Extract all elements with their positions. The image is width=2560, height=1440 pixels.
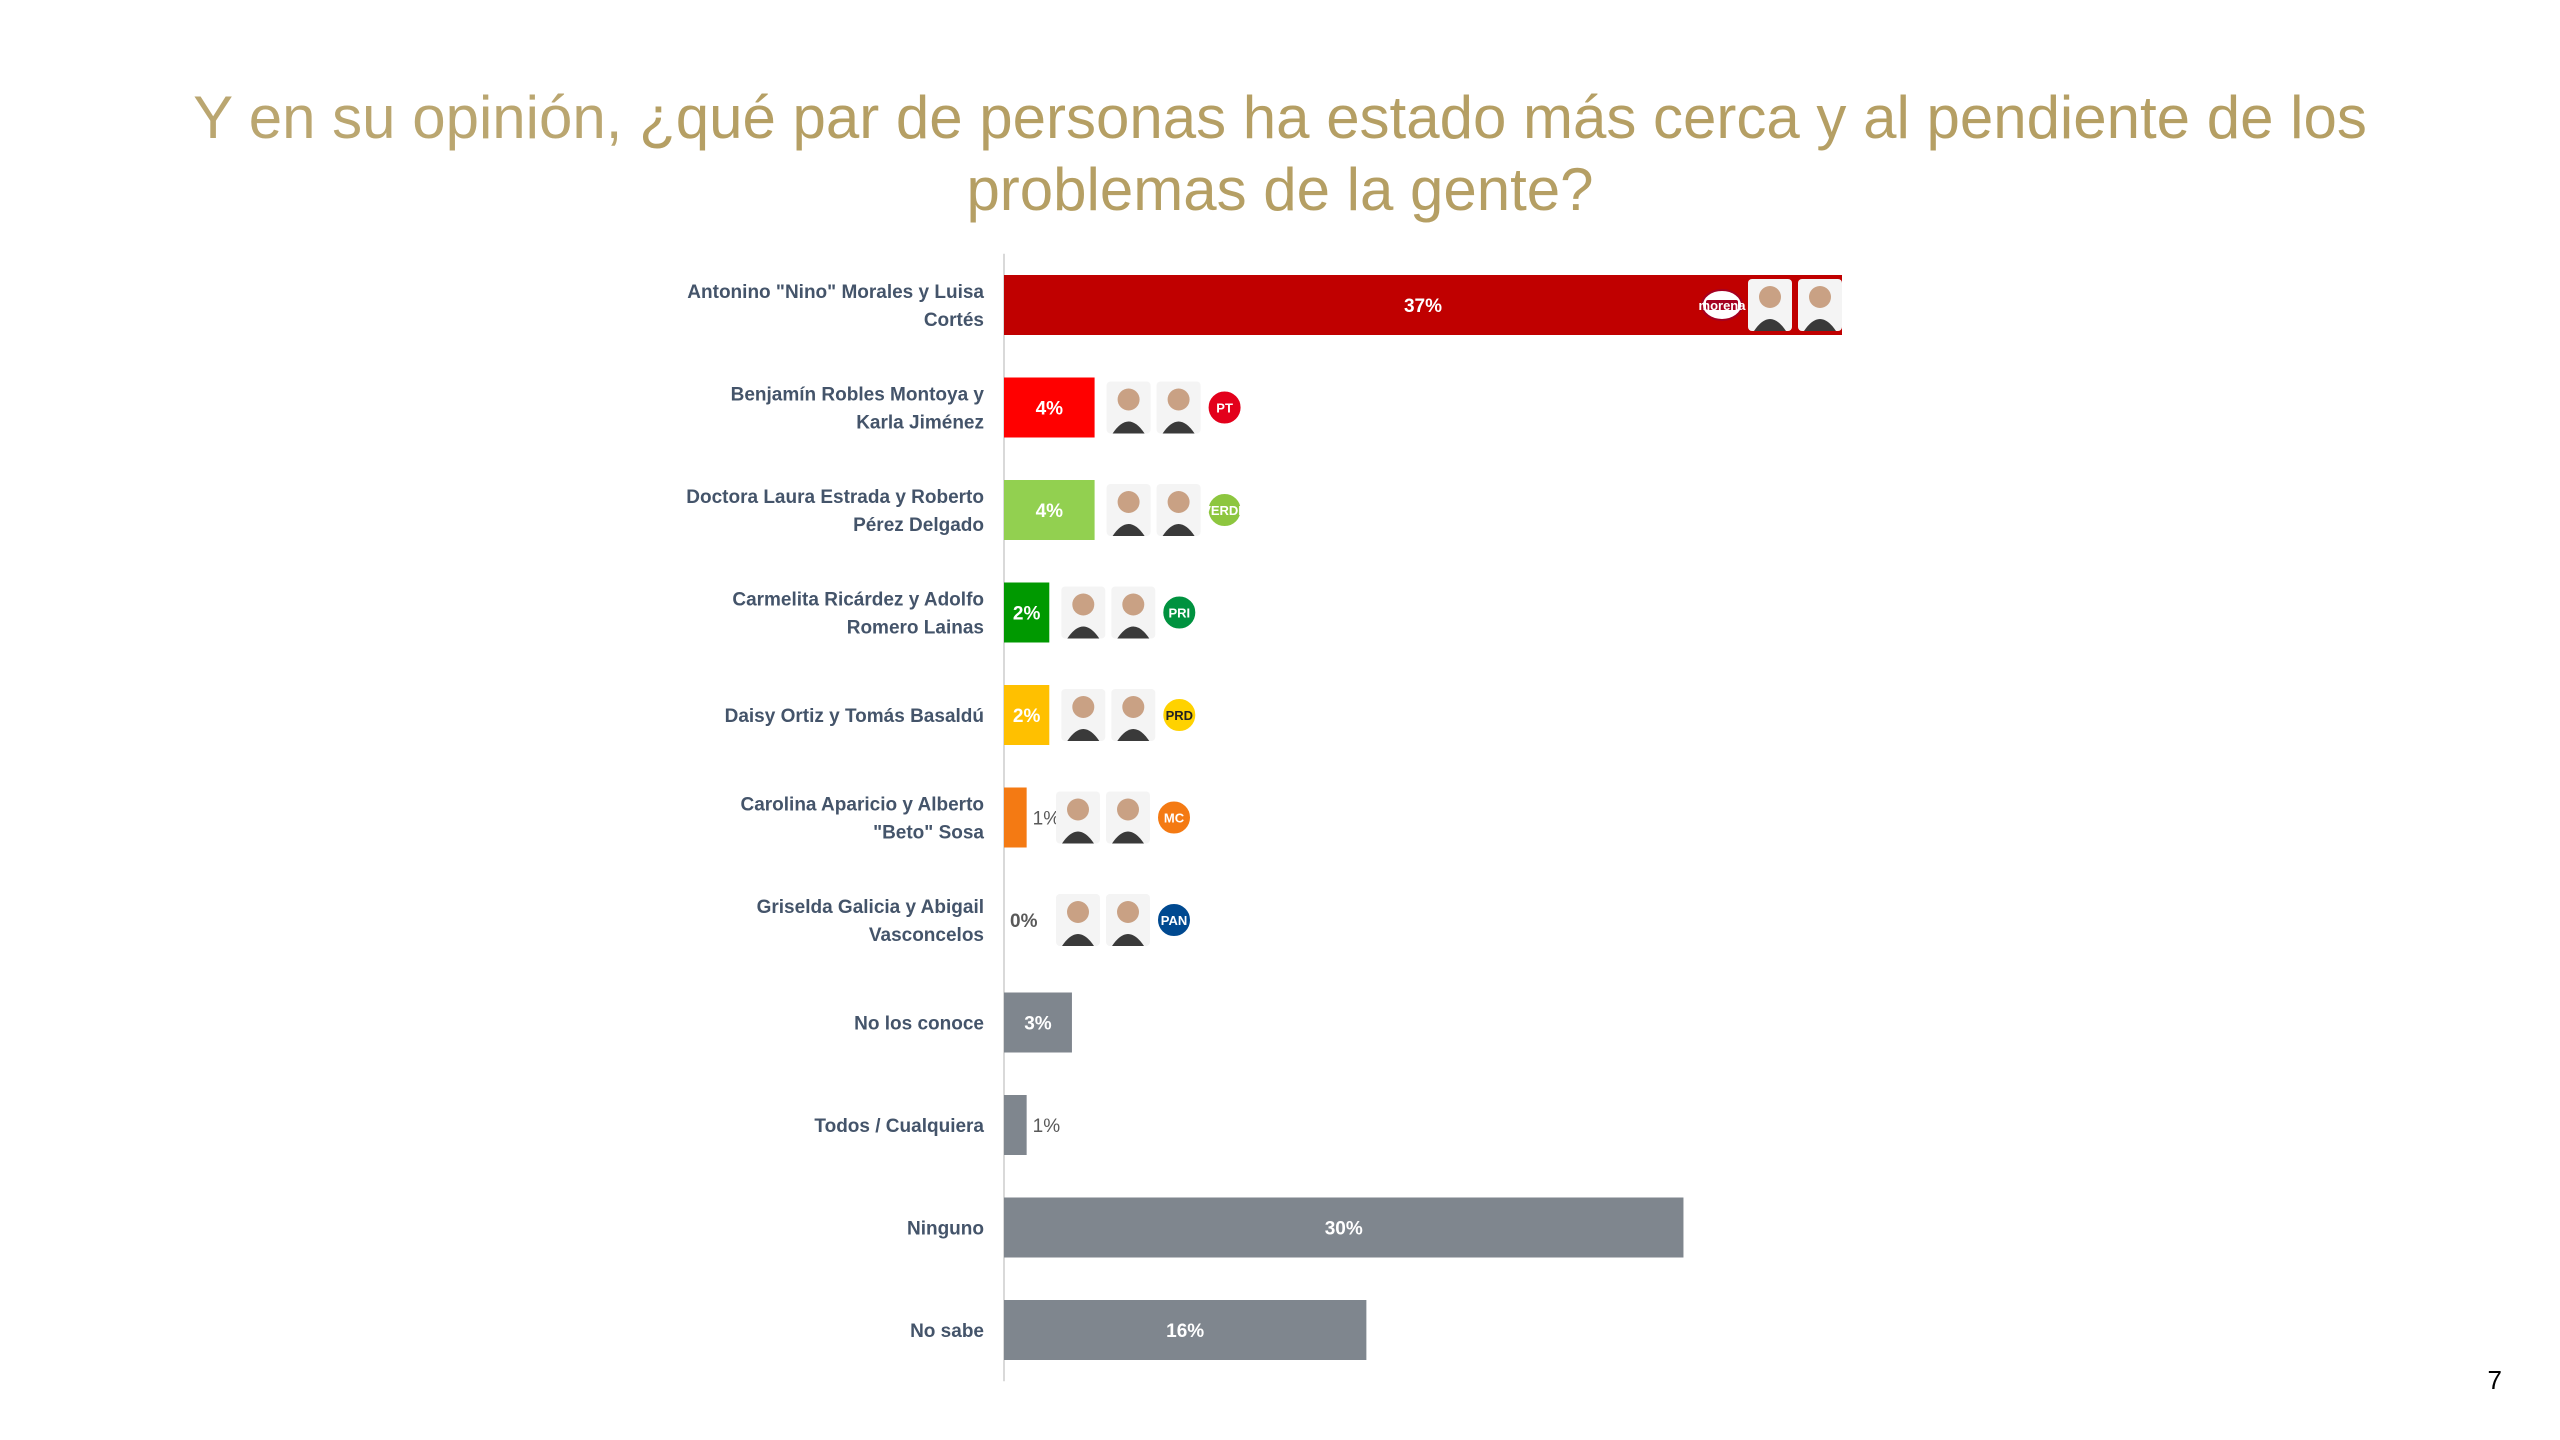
party-logo-text: VERDE [1202,503,1247,518]
data-label: 1% [1033,1116,1061,1137]
bar-row-3: Doctora Laura Estrada y Roberto Pérez Del… [686,480,1247,540]
title-intro: Y en su opinión, [193,84,640,151]
page-number: 7 [2487,1365,2502,1395]
party-logo-text: PAN [1161,913,1187,928]
data-label: 4% [1036,501,1064,522]
party-logo-text: morena [1699,298,1747,313]
bar [1004,1197,1684,1258]
candidate-photo [1106,894,1150,946]
party-logo-icon: MC [1156,799,1192,836]
bar [1004,582,1050,643]
bar-row-8: No los conoce 3% [854,992,1072,1053]
party-logo-icon: PT [1206,389,1243,426]
candidate-photo [1106,791,1150,844]
category-label: Vasconcelos [869,925,984,946]
bar [1004,787,1027,848]
category-label: Romero Lainas [847,618,984,639]
party-logo-text: MC [1164,811,1185,826]
candidate-photo [1061,689,1106,741]
category-label: No sabe [910,1321,984,1342]
bar [1004,992,1072,1053]
candidate-photo [1111,586,1156,639]
candidate-photo [1748,279,1792,331]
bar-row-9: Todos / Cualquiera 1% [814,1095,1060,1155]
candidate-photo [1798,279,1842,331]
bar [1004,377,1095,438]
bar [1004,480,1095,540]
category-label: Todos / Cualquiera [814,1116,984,1137]
category-label: Benjamín Robles Montoya y [731,385,985,406]
category-label: No los conoce [854,1014,984,1035]
bar-row-1: Antonino "Nino" Morales y Luisa Cortés 37%… [687,275,1842,335]
data-label: 30% [1325,1219,1363,1240]
page-title: Y en su opinión, ¿qué par de personas ha… [160,82,2400,226]
party-logo-icon: VERDE [1202,492,1247,528]
bar [1004,1095,1027,1155]
candidate-photo [1056,894,1100,946]
party-logo-icon: PAN [1156,902,1192,938]
category-label: Karla Jiménez [856,413,984,434]
candidate-photo [1056,791,1100,844]
category-label: Cortés [924,310,984,331]
category-label: Carmelita Ricárdez y Adolfo [732,590,984,611]
bar [1004,1300,1367,1360]
title-question: ¿qué par de personas ha estado más cerca… [639,84,2367,223]
candidate-photo [1106,484,1151,536]
data-label: 2% [1013,706,1041,727]
bar-row-5: Daisy Ortiz y Tomás Basaldú 2% PRD [725,685,1198,745]
category-label: Daisy Ortiz y Tomás Basaldú [725,706,984,727]
bar-row-11: No sabe 16% [910,1300,1367,1360]
bar-row-10: Ninguno 30% [907,1197,1684,1258]
party-logo-text: PRD [1166,708,1193,723]
category-label: Griselda Galicia y Abigail [757,897,984,918]
data-label: 37% [1404,296,1442,317]
party-logo-icon: PRD [1161,697,1198,733]
party-logo-icon: morena [1699,289,1747,321]
data-label: 1% [1033,809,1061,830]
bar-row-4: Carmelita Ricárdez y Adolfo Romero Lainas… [732,582,1198,643]
bar-row-6: Carolina Aparicio y Alberto "Beto" Sosa 1%… [740,787,1192,848]
data-label: 0% [1010,911,1038,932]
category-label: Antonino "Nino" Morales y Luisa [687,282,984,303]
candidate-photo [1111,689,1156,741]
data-label: 16% [1166,1321,1204,1342]
candidate-photo [1156,484,1201,536]
party-logo-text: PRI [1168,606,1190,621]
candidate-photo [1156,381,1201,434]
category-label: Pérez Delgado [853,515,984,536]
party-logo-icon: PRI [1161,594,1198,631]
category-label: Ninguno [907,1219,984,1240]
party-logo-text: PT [1216,401,1233,416]
category-label: Doctora Laura Estrada y Roberto [686,487,984,508]
bar-row-7: Griselda Galicia y Abigail Vasconcelos 0% P… [757,894,1192,946]
data-label: 4% [1036,399,1064,420]
data-label: 3% [1024,1014,1052,1035]
candidate-photo [1061,586,1106,639]
candidate-photo [1106,381,1151,434]
bar [1004,685,1050,745]
category-label: "Beto" Sosa [873,823,984,844]
data-label: 2% [1013,604,1041,625]
bar-row-2: Benjamín Robles Montoya y Karla Jiménez 4%… [731,377,1243,438]
category-label: Carolina Aparicio y Alberto [740,795,984,816]
